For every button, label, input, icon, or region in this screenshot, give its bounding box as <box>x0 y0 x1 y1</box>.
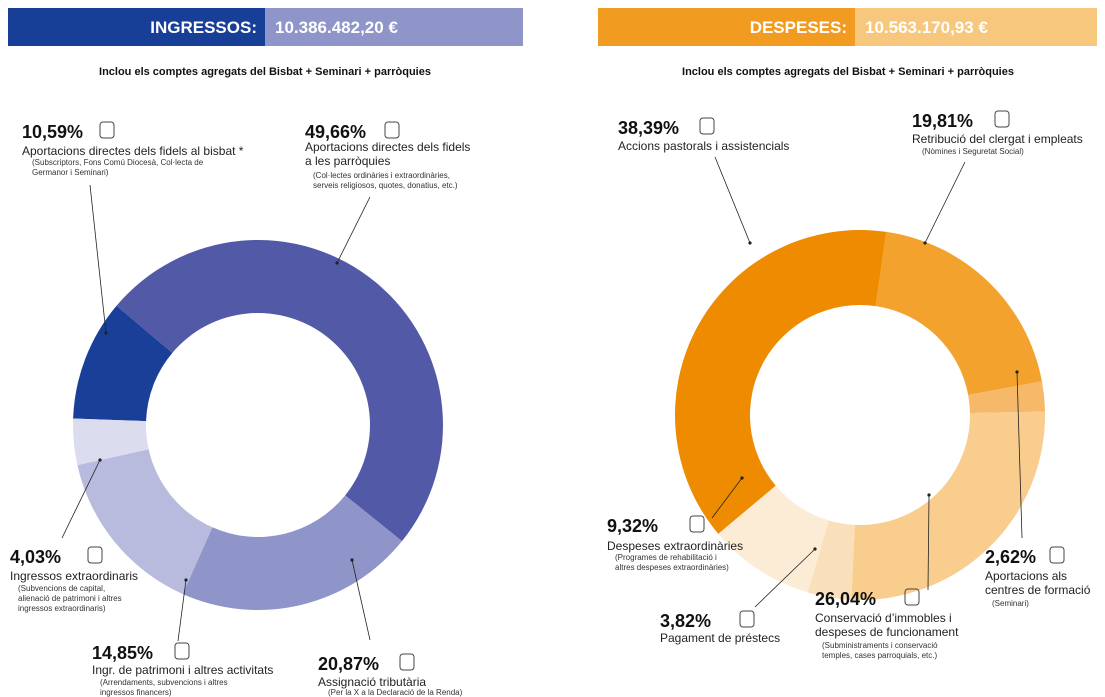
category-label: Despeses extraordinàries <box>607 539 743 553</box>
category-label: a les parròquies <box>305 154 390 168</box>
category-label: despeses de funcionament <box>815 625 959 639</box>
note: altres despeses extraordinàries) <box>615 563 729 572</box>
leader-dot <box>748 241 752 245</box>
donut-segment <box>875 231 1042 395</box>
header-total-bg <box>265 8 523 46</box>
leader-line <box>351 559 371 641</box>
icon <box>87 546 103 564</box>
note: (Subscriptors, Fons Comú Diocesà, Col·le… <box>32 158 204 167</box>
category-label: Aportacions als <box>985 569 1067 583</box>
note: ingressos extraordinaris) <box>18 604 106 613</box>
note: (Col·lectes ordinàries i extraordinàries… <box>313 171 450 180</box>
percent-label: 14,85% <box>92 643 153 663</box>
leader-line <box>754 548 816 608</box>
icon <box>99 121 115 139</box>
donut-segment <box>73 418 149 466</box>
icon <box>699 117 715 135</box>
category-label: Conservació d’immobles i <box>815 611 952 625</box>
note: (Seminari) <box>992 599 1029 608</box>
icon <box>1049 546 1065 564</box>
note: (Programes de rehabilitació i <box>615 553 717 562</box>
note: serveis religiosos, quotes, donatius, et… <box>313 181 458 190</box>
note: (Arrendaments, subvencions i altres <box>100 678 228 687</box>
note: (Subministraments i conservació <box>822 641 938 650</box>
icon <box>739 610 755 628</box>
header-total-bg <box>855 8 1097 46</box>
icon <box>994 110 1010 128</box>
donut-segment <box>182 495 402 610</box>
leader-dot <box>350 558 354 562</box>
icon <box>174 642 190 660</box>
note: (Nòmines i Seguretat Social) <box>922 147 1024 156</box>
icon <box>904 588 920 606</box>
icon <box>384 121 400 139</box>
percent-label: 10,59% <box>22 122 83 142</box>
donut-segment <box>77 449 213 594</box>
leader-dot <box>98 458 102 462</box>
note: (Subvencions de capital, <box>18 584 105 593</box>
leader-dot <box>927 493 931 497</box>
header-title-bg <box>598 8 855 46</box>
header-title-bg <box>8 8 265 46</box>
category-label: Ingr. de patrimoni i altres activitats <box>92 663 273 677</box>
subtitle: Inclou els comptes agregats del Bisbat +… <box>682 66 1014 78</box>
category-label: Accions pastorals i assistencials <box>618 139 789 153</box>
percent-label: 26,04% <box>815 589 876 609</box>
category-label: Ingressos extraordinaris <box>10 569 138 583</box>
category-label: Assignació tributària <box>318 675 426 689</box>
leader-line <box>714 156 751 244</box>
header-title: INGRESSOS: <box>150 18 257 37</box>
leader-line <box>177 579 187 642</box>
leader-line <box>711 477 743 519</box>
percent-label: 38,39% <box>618 118 679 138</box>
percent-label: 3,82% <box>660 611 711 631</box>
percent-label: 4,03% <box>10 547 61 567</box>
percent-label: 9,32% <box>607 516 658 536</box>
donut-segment <box>718 485 829 593</box>
leader-line <box>924 161 966 244</box>
leader-dot <box>104 331 108 335</box>
leader-line <box>89 184 107 334</box>
note: ingressos financers) <box>100 688 172 697</box>
header-title: DESPESES: <box>750 18 847 37</box>
header-total: 10.563.170,93 € <box>865 18 988 37</box>
category-label: Retribució del clergat i empleats <box>912 132 1083 146</box>
note: (Per la X a la Declaració de la Renda) <box>328 688 463 697</box>
donut-segment <box>73 305 173 422</box>
note: alienació de patrimoni i altres <box>18 594 122 603</box>
subtitle: Inclou els comptes agregats del Bisbat +… <box>99 66 431 78</box>
category-label: Pagament de préstecs <box>660 631 780 645</box>
category-label: Aportacions directes dels fidels al bisb… <box>22 144 244 158</box>
note: temples, cases parroquials, etc.) <box>822 651 937 660</box>
header-total: 10.386.482,20 € <box>275 18 398 37</box>
leader-line <box>61 459 101 539</box>
icon <box>399 653 415 671</box>
leader-line <box>927 494 930 591</box>
category-label: Aportacions directes dels fidels <box>305 140 470 154</box>
leader-dot <box>1015 370 1019 374</box>
leader-line <box>1016 371 1023 539</box>
percent-label: 20,87% <box>318 654 379 674</box>
donut-segment <box>968 381 1045 413</box>
icon <box>689 515 705 533</box>
donut-segment <box>851 411 1045 600</box>
leader-dot <box>923 241 927 245</box>
percent-label: 19,81% <box>912 111 973 131</box>
leader-line <box>336 196 371 264</box>
donut-segment <box>116 240 443 542</box>
note: Germanor i Seminari) <box>32 168 109 177</box>
leader-dot <box>740 476 744 480</box>
leader-dot <box>335 261 339 265</box>
percent-label: 49,66% <box>305 122 366 142</box>
percent-label: 2,62% <box>985 547 1036 567</box>
donut-segment <box>807 520 855 600</box>
category-label: centres de formació <box>985 583 1091 597</box>
donut-segment <box>675 229 887 534</box>
leader-dot <box>184 578 188 582</box>
leader-dot <box>813 547 817 551</box>
